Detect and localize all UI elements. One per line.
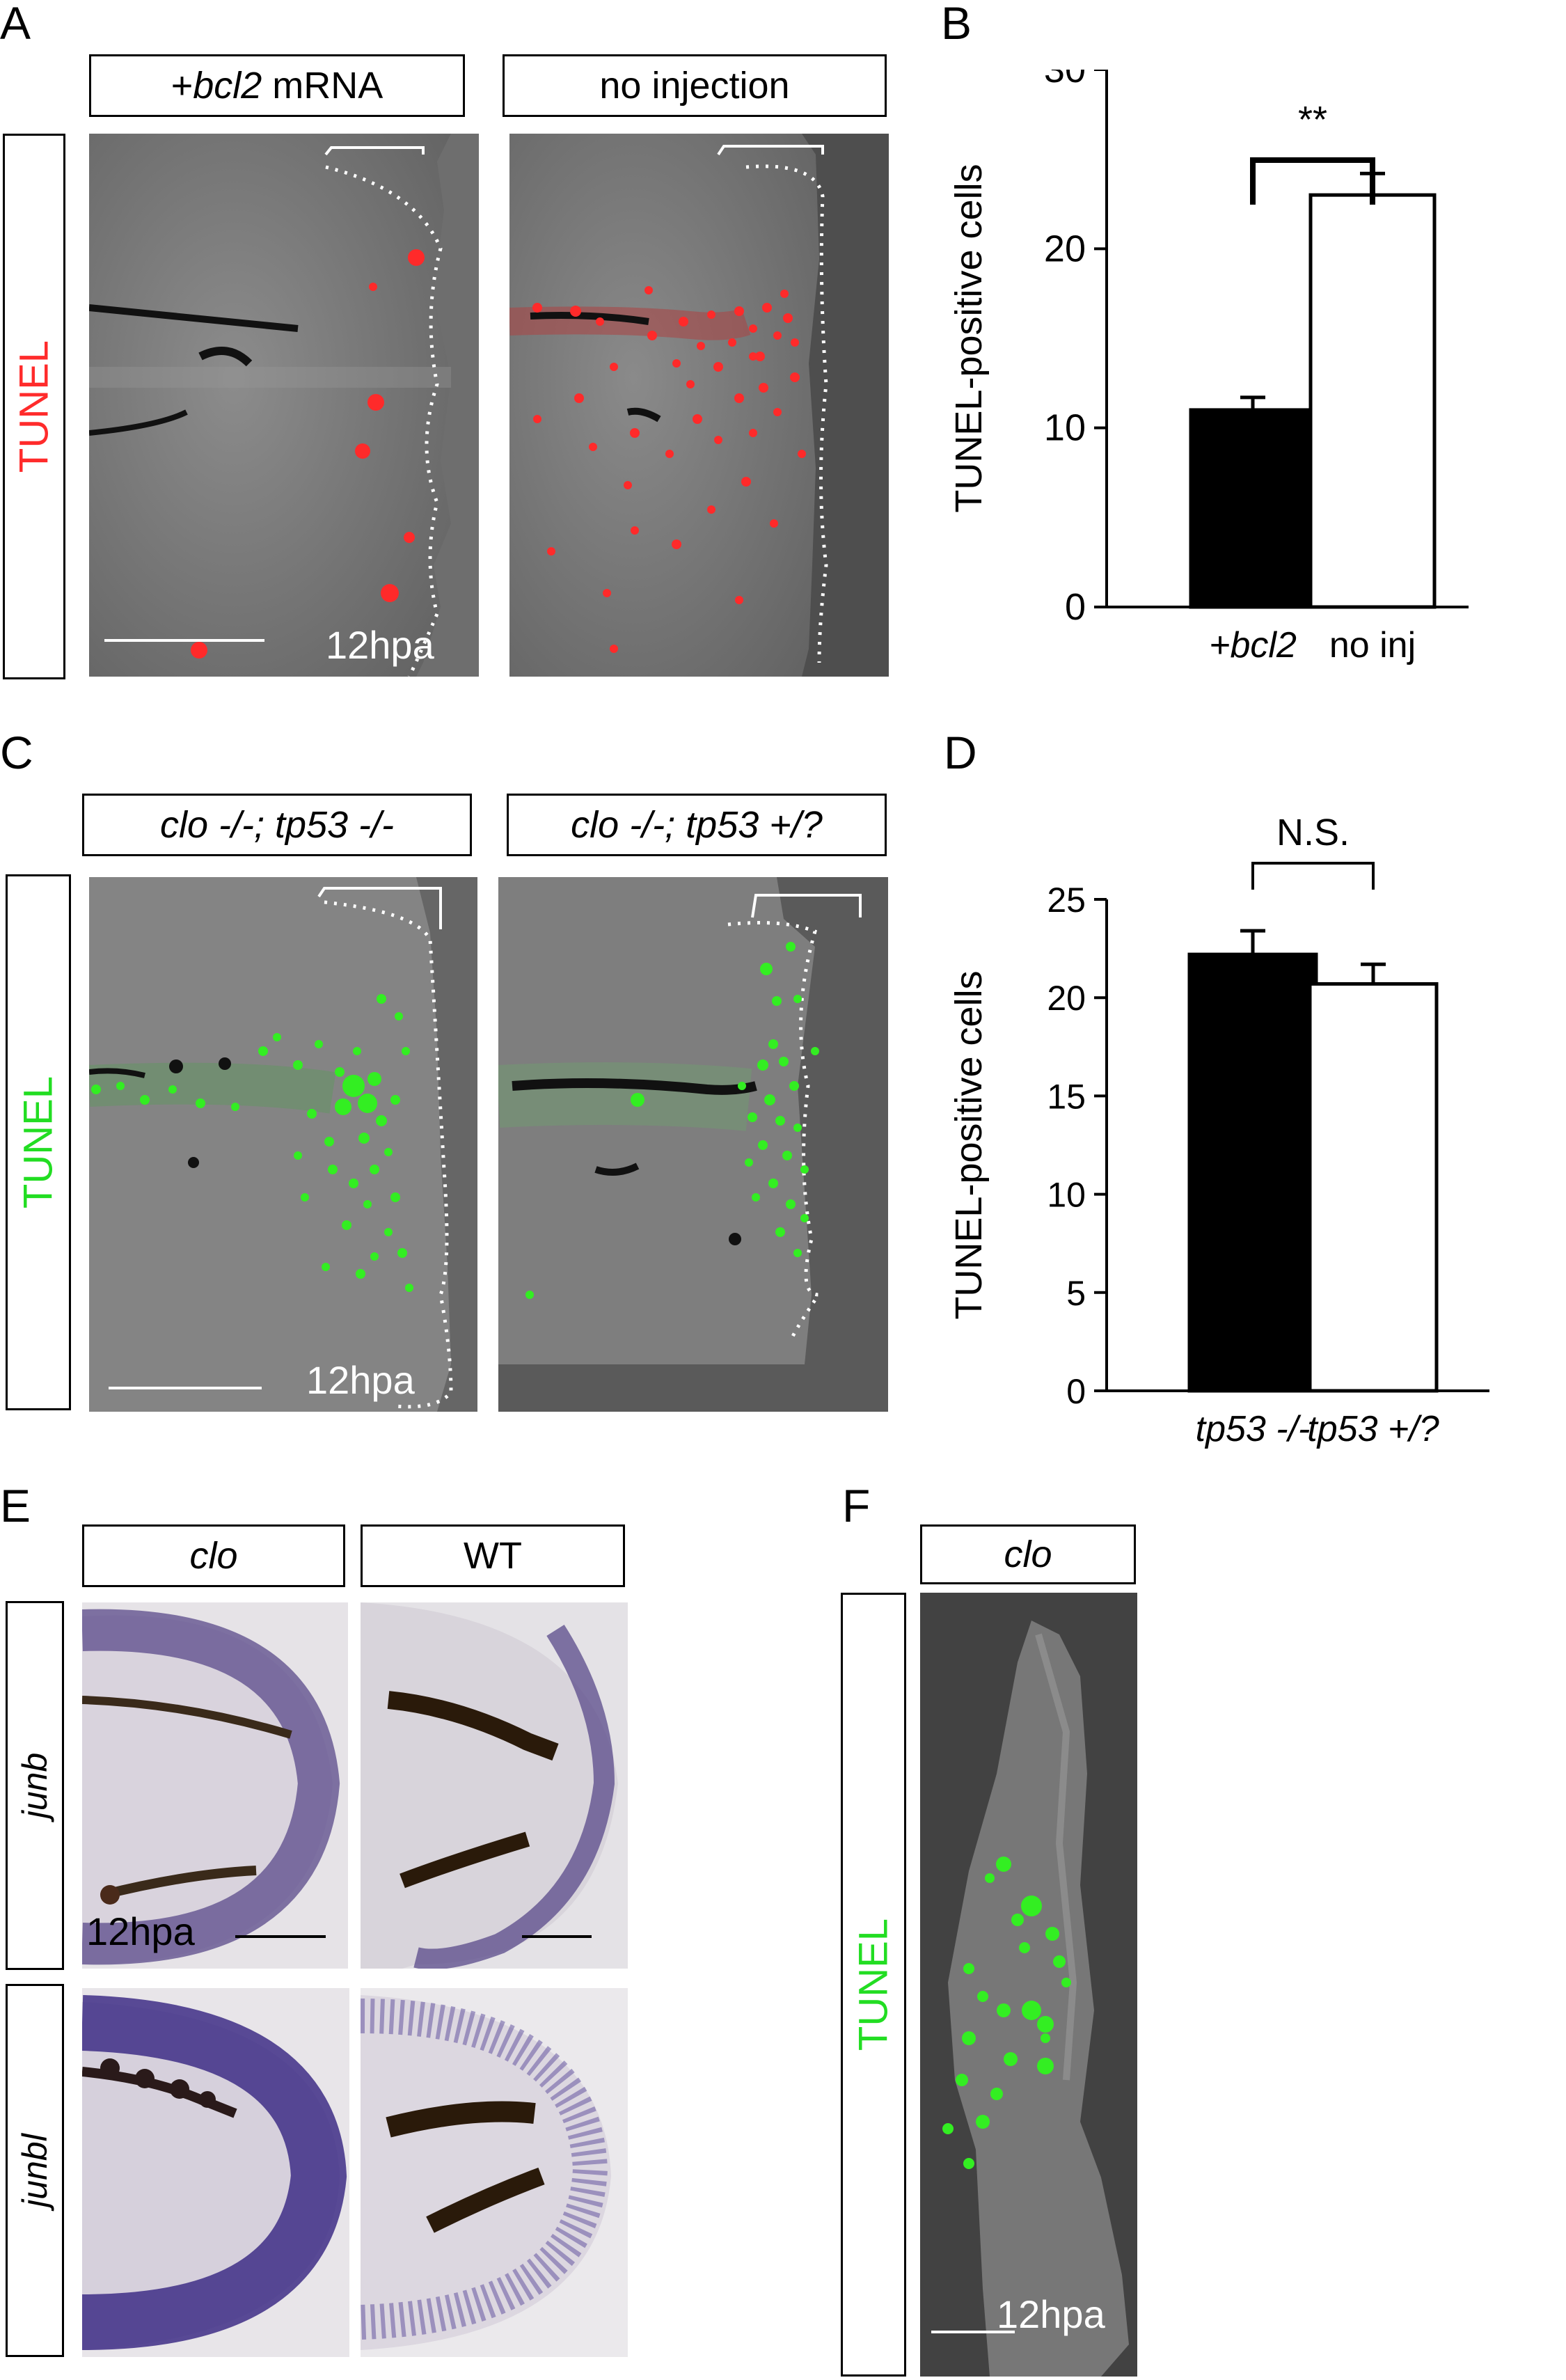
- significance-bracket: [1250, 157, 1375, 205]
- y-tick-label: 20: [1044, 228, 1086, 269]
- header-clo-e: clo: [82, 1524, 345, 1587]
- header-clo-f-text: clo: [1004, 1534, 1052, 1575]
- y-tick-label: 25: [1047, 881, 1086, 920]
- panel-letter-c: C: [0, 727, 33, 778]
- y-axis-label: TUNEL-positive cells: [948, 970, 990, 1319]
- y-tick-label: 30: [1044, 70, 1086, 90]
- micrograph-no-injection-svg: [509, 134, 828, 677]
- row-label-junbl: junbl: [6, 1984, 64, 2357]
- header-bcl2-italic: bcl2: [193, 65, 262, 107]
- chart-d: 0 5 10 15 20 25 TUNEL-positive cells tp53 -/-tp…: [948, 812, 1489, 1449]
- y-tick-label: 10: [1044, 407, 1086, 449]
- timepoint-label-c: 12hpa: [306, 1358, 415, 1402]
- scale-bar-e-clo: [235, 1935, 326, 1938]
- bar: [1187, 952, 1318, 1393]
- micrograph-junb-wt: [361, 1602, 628, 1969]
- tunel-label-f: TUNEL: [851, 1918, 896, 2051]
- header-clo-tp53-null-text: clo -/-; tp53 -/-: [159, 804, 395, 846]
- header-clo-tp53-het-text: clo -/-; tp53 +/?: [571, 804, 823, 846]
- scale-bar-a: [104, 639, 264, 642]
- micrograph-junbl-clo-svg: [82, 1995, 347, 2350]
- micrograph-bcl2: 12hpa: [89, 134, 479, 677]
- header-clo-tp53-het: clo -/-; tp53 +/?: [507, 794, 887, 856]
- micrograph-junbl-wt-svg: [361, 1995, 611, 2350]
- micrograph-junbl-wt: [361, 1988, 628, 2357]
- micrograph-tp53-null: 12hpa: [89, 877, 477, 1412]
- x-tick-label: tp53 +/?: [1307, 1409, 1439, 1449]
- significance-label: **: [1298, 99, 1327, 141]
- junb-label: junb: [15, 1752, 54, 1819]
- header-bcl2-mrna: +bcl2 mRNA: [89, 54, 465, 117]
- micrograph-junbl-clo: [82, 1988, 349, 2357]
- row-label-junb: junb: [6, 1601, 64, 1970]
- micrograph-junb-clo-svg: [82, 1609, 340, 1965]
- tunel-label-c: TUNEL: [15, 1075, 61, 1209]
- micrograph-no-injection: [509, 134, 889, 677]
- x-tick-label: +bcl2: [1209, 625, 1297, 665]
- panel-letter-a: A: [0, 0, 31, 49]
- y-tick-label: 10: [1047, 1176, 1086, 1215]
- panel-letter-f: F: [842, 1480, 871, 1531]
- micrograph-bcl2-svg: [89, 134, 451, 677]
- header-no-injection-text: no injection: [599, 65, 790, 107]
- junbl-label: junbl: [15, 2134, 54, 2207]
- scale-bar-f: [931, 2331, 1015, 2333]
- y-axis-label: TUNEL-positive cells: [948, 164, 990, 512]
- timepoint-label-a: 12hpa: [326, 623, 434, 667]
- panel-letter-b: B: [941, 0, 972, 49]
- micrograph-junb-wt-svg: [361, 1602, 618, 1969]
- header-wt-e-text: WT: [464, 1535, 522, 1577]
- y-tick-label: 20: [1047, 979, 1086, 1018]
- micrograph-tp53-het: [498, 877, 888, 1412]
- x-tick-label: no inj: [1329, 625, 1416, 665]
- side-label-tunel-a: TUNEL: [3, 134, 65, 679]
- header-bcl2-text: +bcl2 mRNA: [171, 65, 383, 107]
- bar: [1308, 982, 1439, 1393]
- panel-letter-e: E: [0, 1480, 31, 1531]
- tunel-label-a: TUNEL: [11, 340, 57, 473]
- micrograph-tp53-null-svg: [89, 877, 453, 1412]
- scale-bar-e-wt: [522, 1935, 592, 1938]
- chart-b: 0 10 20 30 TUNEL-positive cells +bcl2 no inj **: [948, 70, 1469, 665]
- side-label-tunel-c: TUNEL: [6, 874, 71, 1410]
- micrograph-tp53-het-svg: [498, 877, 862, 1364]
- header-no-injection: no injection: [503, 54, 887, 117]
- header-clo-f: clo: [920, 1524, 1136, 1584]
- micrograph-junb-clo: 12hpa: [82, 1602, 348, 1969]
- y-tick-label: 0: [1066, 1372, 1086, 1411]
- header-clo-tp53-null: clo -/-; tp53 -/-: [82, 794, 472, 856]
- y-tick-label: 5: [1066, 1274, 1086, 1313]
- bar: [1308, 193, 1437, 609]
- micrograph-clo-f: 12hpa: [920, 1593, 1137, 2377]
- bar: [1189, 408, 1317, 609]
- timepoint-label-f: 12hpa: [997, 2292, 1105, 2336]
- y-tick-label: 15: [1047, 1077, 1086, 1116]
- x-tick-label: tp53 -/-: [1196, 1409, 1311, 1449]
- panel-letter-d: D: [944, 727, 977, 778]
- significance-label: N.S.: [1276, 812, 1350, 853]
- scale-bar-c: [109, 1387, 262, 1389]
- side-label-tunel-f: TUNEL: [841, 1593, 906, 2377]
- micrograph-clo-f-svg: [942, 1621, 1129, 2377]
- timepoint-label-e: 12hpa: [86, 1909, 195, 1953]
- header-clo-e-text: clo: [189, 1535, 238, 1577]
- y-tick-label: 0: [1065, 586, 1086, 628]
- significance-bracket: [1251, 862, 1375, 890]
- header-wt-e: WT: [361, 1524, 625, 1587]
